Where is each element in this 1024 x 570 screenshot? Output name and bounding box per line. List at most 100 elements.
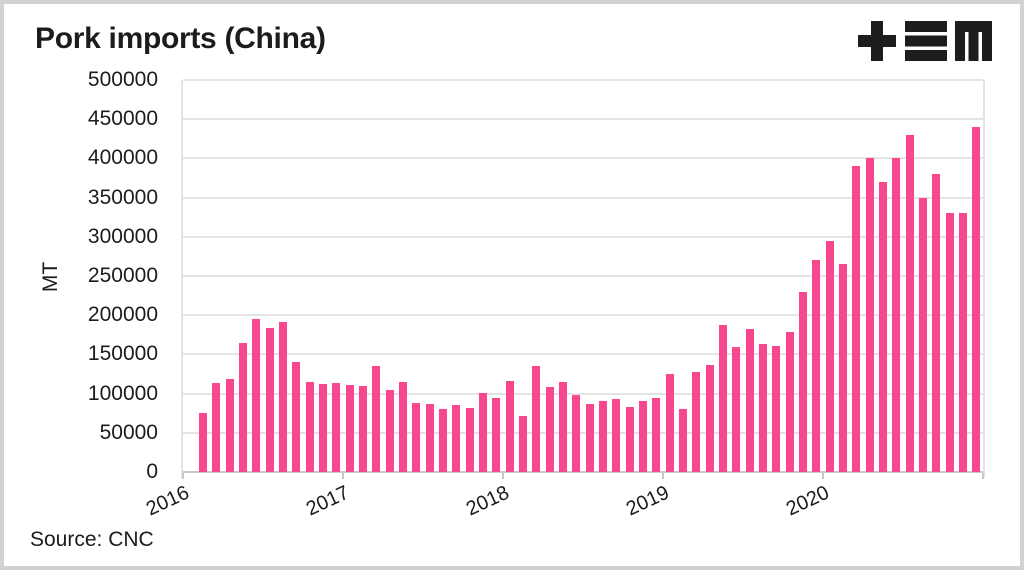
gridline: [183, 157, 983, 160]
y-tick-label: 150000: [87, 342, 158, 366]
bar-mar-2016: [212, 382, 221, 472]
gridline: [183, 314, 983, 317]
bar-may-2016: [239, 343, 247, 472]
y-tick-label: 350000: [87, 185, 158, 209]
bar-apr-2019: [705, 365, 714, 472]
bar-oct-2016: [305, 381, 314, 472]
bar-aug-2020: [919, 197, 927, 472]
bar-mar-2018: [532, 366, 541, 472]
triple-bars-icon: [905, 21, 947, 61]
bar-sep-2018: [612, 399, 621, 472]
bar-may-2020: [879, 181, 887, 472]
bar-feb-2016: [199, 413, 207, 472]
bar-nov-2020: [959, 213, 967, 472]
bar-aug-2016: [279, 321, 287, 472]
bar-jul-2018: [585, 403, 594, 472]
bar-oct-2017: [465, 407, 474, 472]
bar-jan-2020: [825, 240, 834, 472]
gridline: [183, 118, 983, 121]
bar-feb-2020: [839, 264, 847, 472]
bar-sep-2019: [772, 345, 781, 472]
bar-oct-2018: [625, 406, 634, 472]
bar-sep-2020: [932, 174, 941, 472]
bar-dec-2016: [332, 383, 341, 472]
y-tick-label: 450000: [87, 107, 158, 131]
bar-dec-2017: [492, 398, 501, 472]
x-axis-tick: [822, 473, 824, 479]
x-axis-tick: [662, 473, 664, 479]
x-tick-label-2016: 2016: [142, 481, 193, 521]
x-axis-tick: [982, 473, 984, 479]
gridline: [183, 353, 983, 356]
bar-jul-2019: [745, 329, 754, 472]
gridline: [183, 275, 983, 277]
bar-apr-2018: [545, 386, 554, 472]
x-axis-tick: [342, 473, 344, 479]
plot-left-border: [181, 80, 183, 478]
bar-jun-2020: [892, 158, 901, 472]
bar-feb-2017: [359, 385, 367, 472]
bar-jan-2019: [665, 374, 674, 472]
bar-jan-2017: [345, 385, 354, 472]
y-tick-label: 500000: [87, 68, 158, 91]
bar-may-2017: [399, 381, 407, 472]
y-tick-label: 300000: [87, 224, 158, 248]
bar-jan-2018: [505, 381, 514, 472]
m-glyph-icon: [955, 21, 992, 61]
bar-nov-2019: [799, 291, 807, 472]
bar-may-2018: [559, 381, 567, 472]
chart-title: Pork imports (China): [35, 22, 326, 55]
bar-feb-2019: [679, 408, 687, 472]
bar-oct-2019: [785, 332, 794, 472]
gridline: [183, 431, 983, 434]
bar-apr-2016: [225, 378, 234, 472]
source-note: Source: CNC: [30, 528, 154, 551]
bar-mar-2017: [372, 366, 381, 472]
y-tick-label: 400000: [87, 146, 158, 170]
y-tick-label: 100000: [87, 381, 158, 405]
gridline: [183, 235, 983, 238]
plot-right-border: [983, 80, 985, 478]
x-axis-line: [183, 471, 983, 473]
bar-jun-2018: [572, 395, 581, 472]
bar-may-2019: [719, 324, 727, 472]
bar-nov-2017: [479, 392, 487, 472]
bar-aug-2017: [439, 408, 447, 472]
gridline: [183, 79, 983, 81]
bar-jul-2017: [425, 403, 434, 472]
bar-feb-2018: [519, 416, 527, 472]
bar-dec-2019: [812, 260, 821, 472]
bar-aug-2019: [759, 344, 767, 472]
plus-icon: [858, 21, 896, 61]
bar-dec-2018: [652, 398, 661, 472]
bar-jun-2019: [732, 346, 741, 472]
bar-dec-2020: [972, 127, 981, 472]
bar-aug-2018: [599, 400, 607, 472]
x-tick-label-2017: 2017: [302, 481, 353, 521]
bar-mar-2019: [692, 372, 701, 472]
y-tick-label: 250000: [87, 264, 158, 287]
y-tick-label: 50000: [99, 420, 158, 444]
bar-jul-2020: [905, 134, 914, 472]
bar-jun-2016: [252, 319, 261, 472]
gridline: [183, 392, 983, 395]
bar-jul-2016: [265, 327, 274, 472]
bar-apr-2017: [385, 389, 394, 472]
bar-nov-2016: [319, 384, 327, 472]
bar-jun-2017: [412, 403, 421, 472]
tem-logo: [858, 21, 992, 61]
x-axis-tick: [502, 473, 504, 479]
x-axis-tick: [182, 473, 184, 479]
bar-apr-2020: [865, 158, 874, 472]
bar-nov-2018: [639, 400, 647, 472]
y-tick-label: 0: [146, 460, 158, 483]
bar-sep-2016: [292, 362, 301, 472]
gridline: [183, 196, 983, 199]
bar-oct-2020: [945, 213, 954, 472]
x-tick-label-2020: 2020: [782, 481, 833, 521]
x-tick-label-2019: 2019: [622, 481, 673, 521]
y-tick-label: 200000: [87, 303, 158, 327]
bar-mar-2020: [852, 166, 861, 472]
